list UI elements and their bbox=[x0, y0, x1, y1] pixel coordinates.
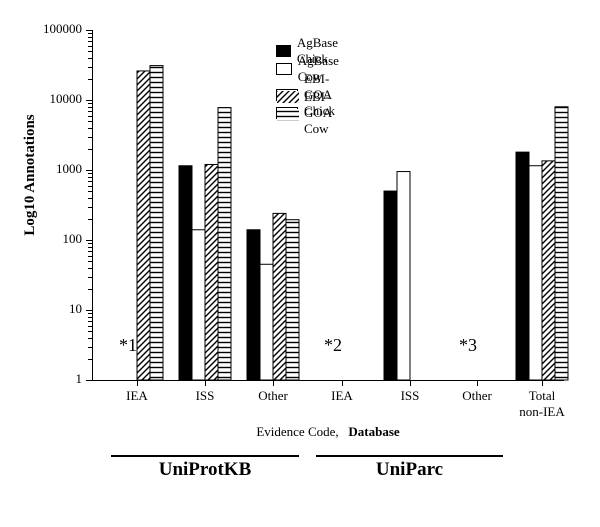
bar-ebi_chick bbox=[205, 164, 218, 380]
legend-label: EBI-GOA Cow bbox=[304, 89, 331, 137]
x-axis-title: Evidence Code, Database bbox=[92, 424, 564, 440]
bar-ebi_cow bbox=[150, 66, 163, 380]
bar-agbase_cow bbox=[529, 166, 542, 380]
chart-frame: { "chart": { "type": "grouped-bar", "bac… bbox=[0, 0, 600, 527]
db-underline bbox=[316, 455, 503, 457]
bar-ebi_chick bbox=[542, 161, 555, 380]
bar-agbase_chick bbox=[179, 166, 192, 380]
bar-agbase_chick bbox=[247, 230, 260, 380]
annotation: *1 bbox=[119, 335, 137, 356]
db-label: UniProtKB bbox=[125, 459, 285, 481]
legend-item: EBI-GOA Cow bbox=[276, 89, 331, 137]
legend-swatch bbox=[276, 107, 298, 119]
db-underline bbox=[111, 455, 299, 457]
bar-agbase_chick bbox=[384, 191, 397, 380]
x-axis-title-part1: Evidence Code, bbox=[256, 424, 338, 439]
bar-ebi_cow bbox=[555, 107, 568, 380]
bar-agbase_cow bbox=[192, 230, 205, 380]
annotation: *3 bbox=[459, 335, 477, 356]
bar-ebi_chick bbox=[137, 71, 150, 380]
bar-agbase_chick bbox=[516, 152, 529, 380]
bar-ebi_cow bbox=[286, 220, 299, 380]
bar-agbase_cow bbox=[260, 264, 273, 380]
x-axis-title-part2: Database bbox=[348, 424, 399, 439]
db-label: UniParc bbox=[330, 459, 490, 481]
bar-ebi_cow bbox=[218, 108, 231, 380]
bar-ebi_chick bbox=[273, 213, 286, 380]
bar-agbase_cow bbox=[397, 172, 410, 380]
annotation: *2 bbox=[324, 335, 342, 356]
